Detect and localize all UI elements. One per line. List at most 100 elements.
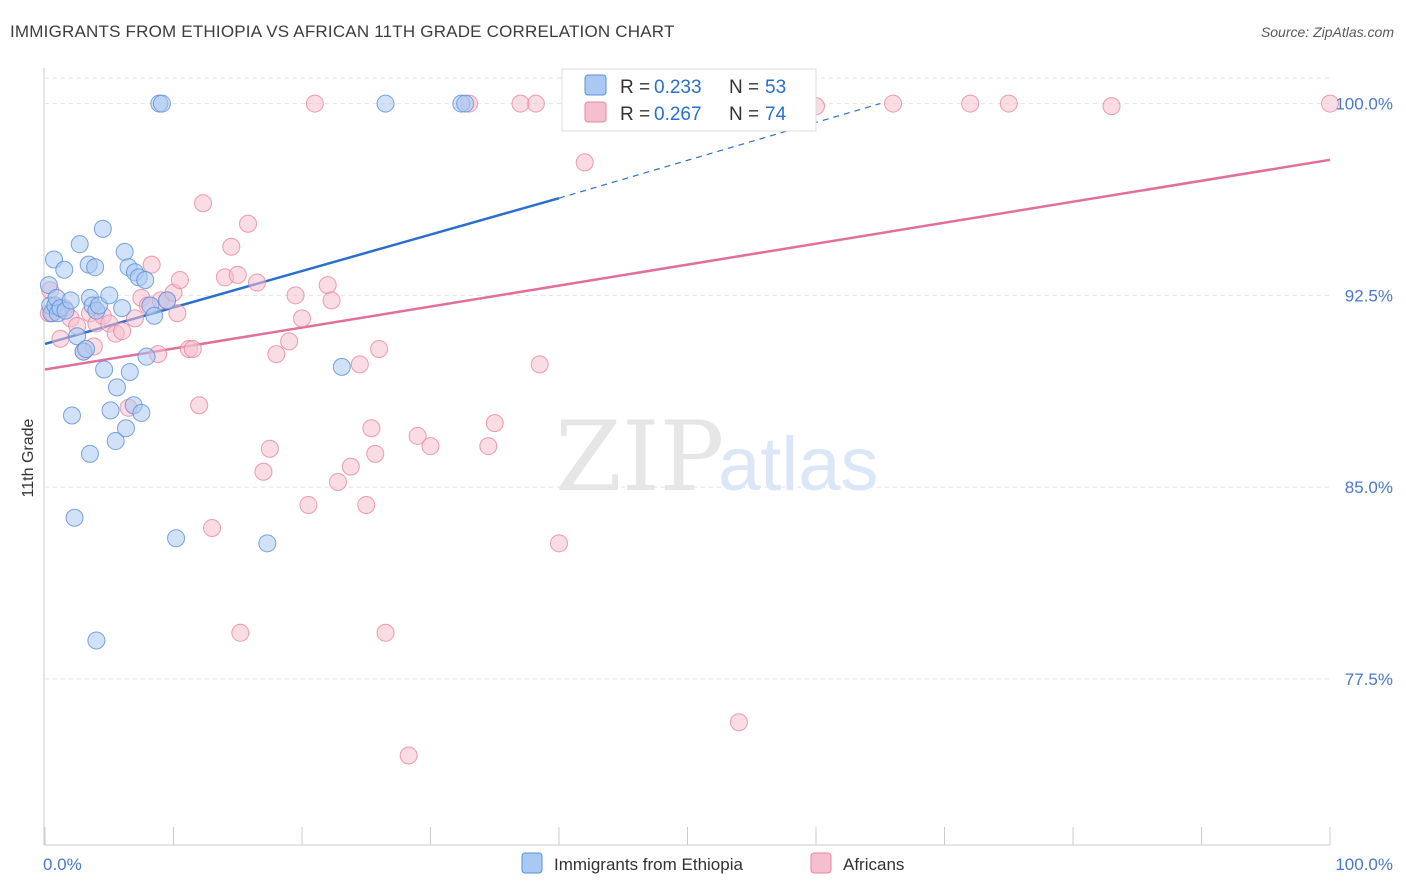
blue-point-14 bbox=[70, 235, 89, 254]
pink-point-70 bbox=[1102, 97, 1121, 116]
pink-point-63 bbox=[575, 153, 594, 172]
blue-point-39 bbox=[137, 347, 156, 366]
pink-point-27 bbox=[183, 340, 202, 359]
axis-layer bbox=[43, 68, 1331, 846]
blue-point-33 bbox=[120, 363, 139, 382]
blue-point-8 bbox=[55, 260, 74, 279]
y-tick-label-0: 77.5% bbox=[1345, 670, 1393, 689]
pink-point-29 bbox=[194, 194, 213, 213]
pink-point-44 bbox=[305, 94, 324, 113]
watermark: ZIP atlas bbox=[555, 401, 879, 513]
pink-point-39 bbox=[267, 345, 286, 364]
pink-point-43 bbox=[299, 495, 318, 514]
pink-point-53 bbox=[370, 340, 389, 359]
pink-point-59 bbox=[485, 414, 504, 433]
pink-point-69 bbox=[999, 94, 1018, 113]
pink-point-48 bbox=[341, 457, 360, 476]
pink-point-42 bbox=[293, 309, 311, 328]
blue-point-52 bbox=[87, 631, 106, 650]
blue-point-41 bbox=[145, 306, 164, 325]
pink-point-36 bbox=[248, 273, 267, 292]
bottom-legend-swatch-pink bbox=[810, 852, 832, 874]
blue-point-16 bbox=[77, 340, 96, 359]
pink-point-62 bbox=[550, 534, 568, 553]
blue-point-26 bbox=[101, 401, 120, 420]
pink-point-41 bbox=[286, 286, 305, 305]
y-axis-title: 11th Grade bbox=[20, 418, 37, 497]
blue-point-20 bbox=[86, 258, 105, 277]
blue-point-46 bbox=[258, 534, 277, 553]
blue-point-27 bbox=[106, 432, 125, 451]
blue-point-11 bbox=[62, 406, 81, 425]
pink-point-61 bbox=[530, 355, 549, 374]
blue-point-31 bbox=[116, 419, 135, 438]
legend-swatch-pink bbox=[584, 101, 607, 123]
legend-n-value-1: 74 bbox=[765, 104, 787, 125]
blue-point-12 bbox=[65, 508, 84, 527]
pink-point-40 bbox=[280, 332, 299, 351]
blue-point-29 bbox=[113, 299, 132, 318]
blue-point-45 bbox=[167, 529, 186, 548]
blue-point-25 bbox=[100, 286, 119, 305]
blue-point-38 bbox=[136, 270, 155, 289]
pink-point-35 bbox=[239, 214, 258, 233]
pink-point-60 bbox=[526, 94, 545, 113]
blue-point-44 bbox=[158, 291, 177, 310]
x-tick-label-max: 100.0% bbox=[1335, 855, 1393, 874]
pink-point-45 bbox=[318, 276, 337, 295]
blue-point-10 bbox=[61, 291, 80, 310]
pink-point-64 bbox=[729, 713, 748, 732]
pink-point-58 bbox=[479, 437, 498, 456]
pink-point-16 bbox=[125, 309, 144, 328]
blue-point-51 bbox=[80, 444, 99, 463]
legend-n-label-0: N = bbox=[729, 77, 759, 98]
blue-point-23 bbox=[93, 219, 112, 238]
pink-point-67 bbox=[884, 94, 903, 113]
legend-r-value-0: 0.233 bbox=[654, 77, 702, 98]
bottom-legend-label-pink: Africans bbox=[843, 855, 904, 874]
pink-point-28 bbox=[190, 396, 209, 415]
y-tick-labels: 77.5% 85.0% 92.5% 100.0% bbox=[1335, 95, 1393, 689]
blue-point-47 bbox=[332, 357, 351, 376]
blue-trend-extension bbox=[558, 102, 881, 199]
pink-point-19 bbox=[142, 255, 161, 274]
trend-lines bbox=[44, 102, 1331, 371]
blue-point-43 bbox=[152, 94, 171, 113]
legend-n-label-1: N = bbox=[729, 104, 759, 125]
legend-r-value-1: 0.267 bbox=[654, 104, 702, 125]
source-label: Source: ZipAtlas.com bbox=[1260, 24, 1394, 40]
blue-point-13 bbox=[68, 327, 87, 346]
blue-point-30 bbox=[115, 242, 134, 261]
pink-point-34 bbox=[231, 623, 250, 642]
watermark-atlas: atlas bbox=[718, 422, 879, 507]
grid-layer bbox=[45, 77, 1330, 680]
pink-point-30 bbox=[203, 518, 222, 537]
bottom-legend-label-blue: Immigrants from Ethiopia bbox=[554, 855, 743, 874]
y-tick-label-2: 92.5% bbox=[1345, 286, 1393, 305]
pink-point-55 bbox=[399, 746, 418, 765]
pink-point-71 bbox=[1321, 94, 1339, 113]
y-tick-label-3: 100.0% bbox=[1335, 95, 1393, 114]
pink-point-25 bbox=[170, 270, 189, 289]
pink-point-57 bbox=[421, 437, 440, 456]
pink-point-24 bbox=[168, 304, 187, 323]
pink-point-54 bbox=[376, 623, 395, 642]
pink-point-49 bbox=[350, 355, 369, 374]
bottom-legend-swatch-blue bbox=[521, 852, 543, 874]
pink-point-46 bbox=[322, 291, 341, 310]
chart-title: IMMIGRANTS FROM ETHIOPIA VS AFRICAN 11TH… bbox=[10, 22, 675, 41]
legend-swatch-blue bbox=[584, 74, 607, 96]
blue-point-50 bbox=[456, 94, 475, 113]
pink-point-32 bbox=[222, 237, 241, 256]
blue-point-37 bbox=[132, 403, 151, 422]
pink-point-52 bbox=[366, 444, 385, 463]
pink-point-33 bbox=[228, 265, 247, 284]
pink-point-68 bbox=[961, 94, 980, 113]
legend: R = 0.233 N = 53 R = 0.267 N = 74 bbox=[561, 68, 817, 132]
pink-point-51 bbox=[362, 419, 381, 438]
bottom-legend: Immigrants from Ethiopia Africans bbox=[521, 852, 904, 874]
pink-trend-line bbox=[44, 158, 1331, 371]
pink-point-14 bbox=[113, 322, 132, 341]
pink-point-38 bbox=[260, 439, 279, 458]
